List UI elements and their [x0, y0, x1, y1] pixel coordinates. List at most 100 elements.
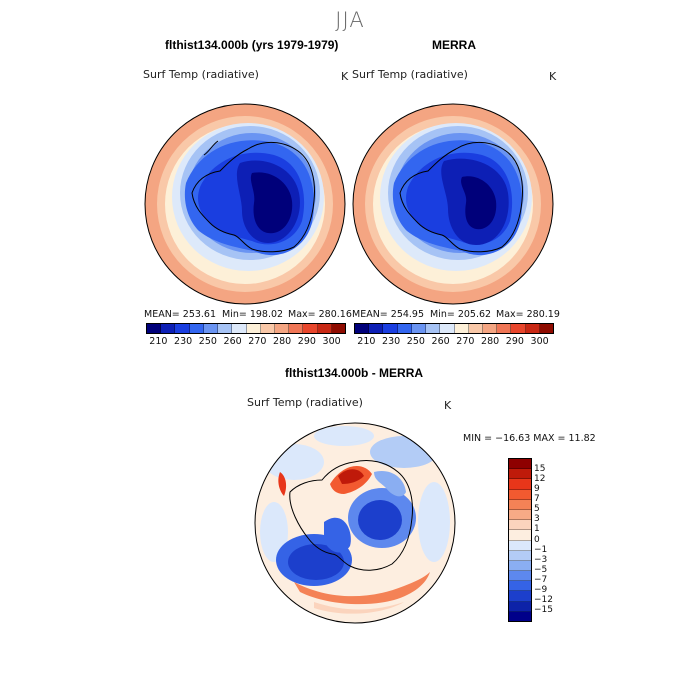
- colorbar-swatch: [509, 540, 531, 551]
- colorbar-tick-label: 12: [534, 473, 546, 484]
- colorbar-tick-label: 300: [322, 336, 341, 347]
- colorbar-tick-label: −3: [534, 554, 548, 565]
- colorbar-swatch: [509, 520, 531, 531]
- colorbar-swatch: [539, 324, 554, 333]
- map-merra-polar: [352, 103, 554, 305]
- colorbar-tick-label: −15: [534, 605, 553, 616]
- colorbar-swatch: [509, 489, 531, 500]
- panel3-unit: K: [444, 399, 452, 412]
- colorbar-tick-label: 210: [357, 336, 376, 347]
- panel2-unit: K: [549, 70, 557, 83]
- colorbar-swatch: [509, 611, 531, 621]
- colorbar-swatch: [189, 324, 204, 333]
- colorbar-tick-label: −5: [534, 564, 548, 575]
- colorbar-swatch: [355, 324, 370, 333]
- colorbar-swatch: [426, 324, 441, 333]
- colorbar-swatch: [218, 324, 233, 333]
- colorbar-swatch: [397, 324, 412, 333]
- colorbar-swatch: [440, 324, 455, 333]
- colorbar-swatch: [289, 324, 304, 333]
- colorbar-swatch: [246, 324, 261, 333]
- panel3-colorbar-ticks: 15 12 9 7 5 3 1 0 −1 −3 −5 −7 −9 −12 −15: [534, 458, 553, 616]
- panel2-mean: MEAN= 254.95: [352, 309, 425, 320]
- colorbar-tick-label: 5: [534, 504, 540, 515]
- colorbar-tick-label: 7: [534, 494, 540, 505]
- panel1-unit: K: [341, 70, 349, 83]
- panel3-field-label: Surf Temp (radiative): [247, 396, 363, 409]
- colorbar-tick-label: 270: [456, 336, 475, 347]
- colorbar-tick-label: 280: [273, 336, 292, 347]
- panel1-field-label: Surf Temp (radiative): [143, 68, 259, 81]
- colorbar-tick-label: 15: [534, 463, 546, 474]
- panel1-min: Min= 198.02: [222, 309, 284, 320]
- colorbar-tick-label: 300: [530, 336, 549, 347]
- colorbar-swatch: [175, 324, 190, 333]
- colorbar-swatch: [509, 591, 531, 602]
- colorbar-tick-label: 290: [297, 336, 316, 347]
- panel1-max: Max= 280.16: [288, 309, 352, 320]
- colorbar-swatch: [203, 324, 219, 333]
- panel1-colorbar: [146, 323, 346, 334]
- colorbar-swatch: [509, 550, 531, 561]
- colorbar-tick-label: 3: [534, 514, 540, 525]
- panel3-colorbar: [508, 458, 532, 622]
- panel3-minmax: MIN = −16.63 MAX = 11.82: [463, 433, 596, 444]
- colorbar-swatch: [509, 459, 531, 470]
- colorbar-swatch: [369, 324, 384, 333]
- colorbar-tick-label: 270: [248, 336, 267, 347]
- panel2-max: Max= 280.19: [496, 309, 560, 320]
- colorbar-tick-label: 250: [198, 336, 217, 347]
- panel3-title: flthist134.000b - MERRA: [285, 366, 424, 380]
- colorbar-swatch: [525, 324, 540, 333]
- colorbar-swatch: [317, 324, 332, 333]
- panel1-colorbar-ticks: 210 230 250 260 270 280 290 300: [146, 336, 344, 347]
- colorbar-swatch: [509, 601, 531, 612]
- colorbar-swatch: [147, 324, 162, 333]
- colorbar-tick-label: −12: [534, 595, 553, 606]
- colorbar-tick-label: 260: [223, 336, 242, 347]
- colorbar-swatch: [383, 324, 398, 333]
- colorbar-swatch: [509, 509, 531, 521]
- colorbar-tick-label: 230: [174, 336, 193, 347]
- colorbar-swatch: [331, 324, 346, 333]
- colorbar-tick-label: −7: [534, 575, 548, 586]
- panel2-field-label: Surf Temp (radiative): [352, 68, 468, 81]
- colorbar-swatch: [303, 324, 318, 333]
- colorbar-swatch: [454, 324, 469, 333]
- colorbar-tick-label: 260: [431, 336, 450, 347]
- colorbar-swatch: [468, 324, 483, 333]
- panel1-title: flthist134.000b (yrs 1979-1979): [165, 38, 339, 52]
- colorbar-swatch: [511, 324, 526, 333]
- colorbar-tick-label: 230: [382, 336, 401, 347]
- colorbar-swatch: [509, 479, 531, 490]
- colorbar-swatch: [482, 324, 498, 333]
- season-title: JJA: [335, 8, 365, 32]
- colorbar-swatch: [509, 469, 531, 480]
- colorbar-swatch: [232, 324, 247, 333]
- panel2-title: MERRA: [432, 38, 476, 52]
- colorbar-tick-label: 290: [505, 336, 524, 347]
- colorbar-tick-label: 280: [481, 336, 500, 347]
- colorbar-swatch: [509, 581, 531, 592]
- colorbar-swatch: [161, 324, 176, 333]
- colorbar-tick-label: 210: [149, 336, 168, 347]
- colorbar-swatch: [509, 530, 531, 541]
- colorbar-swatch: [509, 571, 531, 582]
- panel1-mean: MEAN= 253.61: [144, 309, 217, 320]
- panel2-colorbar-ticks: 210 230 250 260 270 280 290 300: [354, 336, 552, 347]
- colorbar-tick-label: 1: [534, 524, 540, 535]
- colorbar-swatch: [260, 324, 275, 333]
- colorbar-swatch: [274, 324, 290, 333]
- colorbar-swatch: [509, 499, 531, 510]
- colorbar-swatch: [509, 560, 531, 572]
- colorbar-tick-label: −1: [534, 544, 548, 555]
- panel2-colorbar: [354, 323, 554, 334]
- colorbar-tick-label: −9: [534, 585, 548, 596]
- colorbar-tick-label: 0: [534, 534, 540, 545]
- colorbar-swatch: [411, 324, 427, 333]
- colorbar-swatch: [497, 324, 512, 333]
- colorbar-tick-label: 9: [534, 483, 540, 494]
- colorbar-tick-label: 250: [406, 336, 425, 347]
- map-model-polar: [144, 103, 346, 305]
- map-difference-polar: [254, 422, 456, 624]
